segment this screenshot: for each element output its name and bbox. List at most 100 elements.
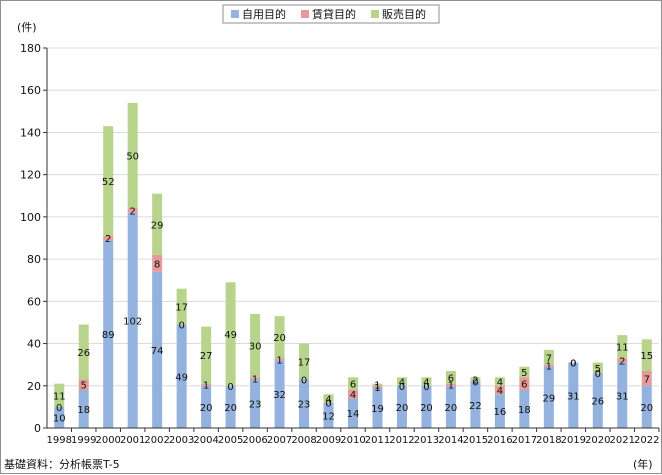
bar-segment [274, 316, 285, 359]
data-label: 0 [595, 369, 601, 380]
data-label: 14 [347, 409, 360, 420]
data-label: 0 [325, 399, 331, 410]
data-label: 20 [224, 403, 237, 414]
data-label: 15 [640, 351, 653, 362]
bar-segment [641, 339, 652, 371]
data-label: 17 [298, 358, 311, 369]
data-label: 18 [77, 405, 90, 416]
data-label: 23 [298, 400, 311, 411]
bar-segment [152, 254, 163, 272]
bar-segment [103, 126, 114, 236]
x-tick-label: 2006 [242, 435, 267, 446]
bar-segment [201, 383, 212, 386]
bar-segment [152, 193, 163, 255]
data-label: 11 [616, 343, 629, 354]
bar-segment [617, 362, 628, 428]
bar-segment [78, 324, 89, 380]
x-axis-unit: (年) [633, 457, 653, 471]
data-label: 0 [56, 403, 62, 414]
data-label: 2 [472, 375, 478, 386]
bar-segment [127, 208, 138, 213]
data-label: 4 [497, 386, 503, 397]
bar-segment [176, 324, 187, 428]
bar-segment [617, 358, 628, 363]
data-label: 52 [102, 177, 115, 188]
data-label: 74 [151, 346, 164, 357]
bar-segment [519, 366, 530, 378]
bar-segment [78, 390, 89, 428]
x-tick-label: 2005 [218, 435, 243, 446]
data-label: 30 [249, 342, 262, 353]
data-labels: 1001118526892521022507482949017201272004… [53, 152, 653, 425]
data-label: 11 [53, 391, 66, 402]
bar-segment [323, 394, 334, 403]
x-tick-label: 1998 [47, 435, 72, 446]
data-label: 32 [273, 390, 286, 401]
bar-segment [348, 377, 358, 390]
bar-segment [421, 385, 432, 428]
data-label: 18 [518, 405, 531, 416]
data-label: 1 [546, 362, 552, 373]
data-label: 20 [445, 403, 458, 414]
x-tick-label: 2019 [561, 435, 586, 446]
data-label: 0 [423, 382, 429, 393]
bar-segment [519, 377, 530, 390]
bar-segment [274, 358, 285, 361]
data-label: 27 [200, 351, 213, 362]
x-tick-label: 2017 [512, 435, 537, 446]
x-tick-label: 2022 [634, 435, 659, 446]
bar-segment [470, 377, 481, 382]
data-label: 5 [81, 381, 87, 392]
data-label: 0 [178, 321, 184, 332]
bar-segment [176, 288, 187, 325]
bar-segment [103, 235, 114, 241]
bar-segment [372, 383, 383, 386]
data-label: 23 [249, 400, 262, 411]
y-tick-label: 180 [20, 42, 41, 55]
data-label: 8 [154, 259, 160, 270]
y-tick-label: 120 [20, 169, 41, 182]
bar-segment [494, 394, 505, 428]
data-label: 49 [224, 330, 237, 341]
x-tick-label: 2013 [414, 435, 439, 446]
bar-segment [250, 377, 261, 380]
data-label: 2 [129, 207, 135, 218]
bar-segment [617, 335, 628, 359]
data-label: 26 [77, 348, 90, 359]
x-tick-label: 2016 [487, 435, 512, 446]
data-label: 89 [102, 330, 115, 341]
bar-segment [201, 326, 212, 384]
legend: 自用目的 賃貸目的 販売目的 [222, 4, 440, 24]
data-label: 4 [423, 378, 429, 389]
bar-segment [299, 379, 310, 428]
data-label: 12 [322, 411, 335, 422]
x-tick-label: 2001 [120, 435, 145, 446]
x-tick-label: 2018 [536, 435, 561, 446]
x-tick-label: 2004 [193, 435, 218, 446]
data-label: 2 [105, 234, 111, 245]
y-tick-label: 100 [20, 211, 41, 224]
data-label: 16 [494, 407, 507, 418]
data-label: 0 [570, 359, 576, 370]
bar-segment [372, 385, 383, 388]
bar-segment [250, 314, 261, 378]
bar-segment [592, 373, 603, 428]
data-label: 1 [374, 381, 380, 392]
bar-segment [494, 385, 505, 395]
data-label: 49 [175, 372, 188, 383]
bar-segment [421, 377, 432, 386]
y-tick-label: 140 [20, 126, 41, 139]
x-tick-label: 2008 [291, 435, 316, 446]
bar-segment [274, 360, 285, 428]
data-label: 29 [151, 220, 164, 231]
legend-label: 販売目的 [382, 7, 426, 21]
bar-segment [250, 379, 261, 428]
legend-swatch [371, 10, 379, 18]
data-label: 6 [350, 380, 356, 391]
data-label: 1 [374, 383, 380, 394]
bar-segment [543, 366, 554, 428]
legend-swatch [301, 10, 309, 18]
bar-segment [396, 377, 407, 386]
bar-segment [445, 383, 456, 386]
data-label: 5 [521, 368, 527, 379]
